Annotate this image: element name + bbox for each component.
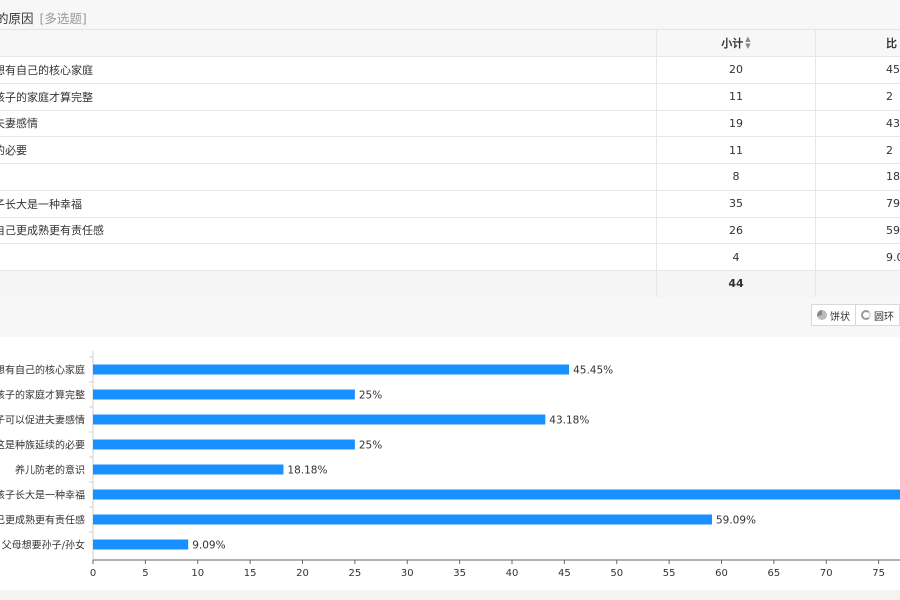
x-tick-label: 45 <box>558 568 571 579</box>
option-label: 自己更成熟更有责任感 <box>0 224 104 238</box>
x-tick-label: 50 <box>610 568 623 579</box>
percent-cell: 2 <box>815 83 900 110</box>
bar-value-label: 18.18% <box>287 465 327 477</box>
option-cell: 夫妻感情 <box>0 110 656 136</box>
bar-chart-svg: 想有自己的核心家庭 45.45% 孩子的家庭才算完整 25% 子可以促进夫妻感情 43.1… <box>0 351 900 579</box>
sort-icon[interactable]: ▲ ▼ <box>745 35 751 50</box>
count-cell: 20 <box>656 56 815 83</box>
x-tick-label: 35 <box>453 568 466 579</box>
percent-cell: 79 <box>815 190 900 217</box>
count-cell: 8 <box>656 163 815 190</box>
x-tick-label: 55 <box>663 568 676 579</box>
question-title: 的原因 [多选题] <box>0 11 87 26</box>
bar-value-label: 9.09% <box>192 540 225 552</box>
option-cell <box>0 164 656 190</box>
table-row: 自己更成熟更有责任感 26 59 <box>0 217 900 245</box>
option-cell: 想有自己的核心家庭 <box>0 57 656 83</box>
category-label: 想有自己的核心家庭 <box>0 364 85 377</box>
option-label: 子长大是一种幸福 <box>0 197 82 211</box>
count-cell: 35 <box>656 190 815 217</box>
percent-cell: 59 <box>815 217 900 244</box>
bar <box>93 389 355 400</box>
category-label: 己更成熟更有责任感 <box>0 514 85 527</box>
x-tick-label: 20 <box>296 568 309 579</box>
x-tick-label: 25 <box>349 568 362 579</box>
category-label: 养儿防老的意识 <box>15 464 85 477</box>
count-column-header[interactable]: 小计 ▲ ▼ <box>656 30 815 56</box>
option-label: 想有自己的核心家庭 <box>0 63 93 77</box>
x-tick-label: 30 <box>401 568 414 579</box>
table-row: 孩子的家庭才算完整 11 2 <box>0 83 900 111</box>
count-cell: 19 <box>656 110 815 137</box>
count-cell: 11 <box>656 83 815 110</box>
percent-cell: 9.0 <box>815 244 900 270</box>
bar <box>93 489 900 500</box>
count-cell: 4 <box>656 244 815 270</box>
percent-column-header: 比 <box>815 30 900 56</box>
option-column-header <box>0 30 656 56</box>
table-total-row: 44 <box>0 270 900 298</box>
bottom-divider <box>0 590 900 600</box>
pie-chart-icon <box>817 310 827 320</box>
chart-type-buttons: 饼状 圆环 <box>811 304 900 326</box>
percent-cell: 2 <box>815 137 900 163</box>
x-tick-label: 70 <box>820 568 833 579</box>
option-label: 孩子的家庭才算完整 <box>0 90 93 104</box>
bar-value-label: 25% <box>359 440 382 452</box>
bar-chart: 想有自己的核心家庭 45.45% 孩子的家庭才算完整 25% 子可以促进夫妻感情 43.1… <box>0 337 900 590</box>
table-row: 49.0 <box>0 244 900 271</box>
table-row: 想有自己的核心家庭 20 45 <box>0 56 900 84</box>
x-tick-label: 10 <box>191 568 204 579</box>
bar <box>93 364 570 375</box>
bar <box>93 464 284 475</box>
x-tick-label: 15 <box>244 568 257 579</box>
x-tick-label: 0 <box>90 568 96 579</box>
percent-cell: 45 <box>815 56 900 83</box>
bar <box>93 539 189 550</box>
question-type-tag: [多选题] <box>39 11 87 26</box>
total-count-cell: 44 <box>656 270 815 297</box>
bar <box>93 414 546 425</box>
chart-toolbar: 饼状 圆环 <box>0 297 900 337</box>
count-cell: 11 <box>656 137 815 163</box>
total-label-cell <box>0 271 656 297</box>
x-tick-label: 40 <box>506 568 519 579</box>
question-header: 的原因 [多选题] <box>0 0 900 30</box>
table-row: 的必要 112 <box>0 137 900 164</box>
category-label: 父母想要孙子/孙女 <box>2 539 85 552</box>
x-tick-label: 60 <box>715 568 728 579</box>
option-label: 的必要 <box>0 144 27 157</box>
option-cell: 孩子的家庭才算完整 <box>0 84 656 110</box>
percent-cell: 43 <box>815 110 900 137</box>
category-label: 孩子长大是一种幸福 <box>0 489 85 502</box>
bar-value-label: 43.18% <box>549 415 589 427</box>
table-row: 8 18 <box>0 163 900 191</box>
bar-value-label: 59.09% <box>716 515 756 527</box>
bar <box>93 514 712 525</box>
category-label: 子可以促进夫妻感情 <box>0 414 85 427</box>
option-cell: 的必要 <box>0 137 656 163</box>
pie-chart-button[interactable]: 饼状 <box>811 304 856 326</box>
total-percent-cell <box>815 270 900 297</box>
table-header-row: 小计 ▲ ▼ 比 <box>0 30 900 57</box>
bar <box>93 439 355 450</box>
x-tick-label: 5 <box>142 568 148 579</box>
ring-chart-button[interactable]: 圆环 <box>855 304 900 326</box>
percent-cell: 18 <box>815 163 900 190</box>
table-row: 子长大是一种幸福 35 79 <box>0 190 900 218</box>
count-cell: 26 <box>656 217 815 244</box>
option-cell: 子长大是一种幸福 <box>0 191 656 217</box>
ring-chart-icon <box>861 310 871 320</box>
option-cell <box>0 244 656 270</box>
option-label: 夫妻感情 <box>0 117 38 131</box>
category-label: 孩子的家庭才算完整 <box>0 389 85 402</box>
x-tick-label: 65 <box>768 568 781 579</box>
x-tick-label: 75 <box>872 568 885 579</box>
bar-value-label: 25% <box>359 390 382 402</box>
option-cell: 自己更成熟更有责任感 <box>0 217 656 243</box>
bar-value-label: 45.45% <box>573 365 613 377</box>
category-label: 这是种族延续的必要 <box>0 439 85 452</box>
